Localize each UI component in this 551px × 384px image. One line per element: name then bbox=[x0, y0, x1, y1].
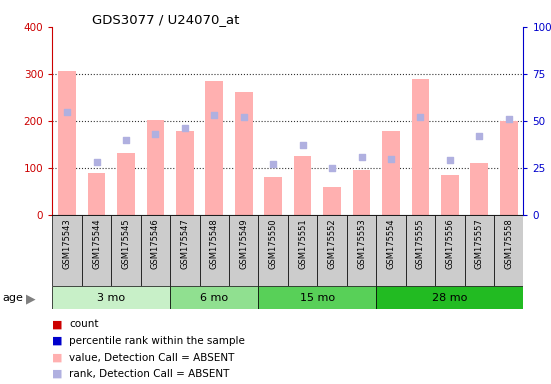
Point bbox=[210, 112, 219, 118]
Text: GSM175548: GSM175548 bbox=[210, 218, 219, 269]
Point bbox=[122, 137, 131, 143]
Bar bbox=[206, 81, 223, 215]
Text: GSM175556: GSM175556 bbox=[445, 218, 455, 269]
Point bbox=[92, 159, 101, 166]
Text: GSM175558: GSM175558 bbox=[504, 218, 513, 269]
Bar bbox=[88, 173, 105, 215]
Bar bbox=[52, 215, 82, 286]
Bar bbox=[235, 92, 252, 215]
Point bbox=[151, 131, 160, 137]
Bar bbox=[229, 215, 258, 286]
Point bbox=[63, 109, 72, 115]
Bar bbox=[264, 177, 282, 215]
Point bbox=[504, 116, 513, 122]
Text: GSM175550: GSM175550 bbox=[269, 218, 278, 269]
Text: GSM175554: GSM175554 bbox=[386, 218, 396, 269]
Bar bbox=[52, 286, 170, 309]
Bar bbox=[376, 286, 523, 309]
Point bbox=[475, 133, 484, 139]
Bar bbox=[170, 215, 199, 286]
Point bbox=[357, 154, 366, 160]
Point bbox=[445, 157, 454, 164]
Bar bbox=[382, 131, 400, 215]
Text: GSM175557: GSM175557 bbox=[475, 218, 484, 269]
Point bbox=[328, 165, 337, 171]
Bar bbox=[170, 286, 258, 309]
Point bbox=[387, 156, 396, 162]
Bar bbox=[117, 153, 135, 215]
Text: GSM175544: GSM175544 bbox=[92, 218, 101, 269]
Text: GSM175552: GSM175552 bbox=[327, 218, 337, 269]
Text: value, Detection Call = ABSENT: value, Detection Call = ABSENT bbox=[69, 353, 234, 362]
Bar bbox=[199, 215, 229, 286]
Point bbox=[416, 114, 425, 120]
Point bbox=[239, 114, 248, 120]
Bar bbox=[494, 215, 523, 286]
Bar bbox=[58, 71, 76, 215]
Bar bbox=[376, 215, 406, 286]
Text: GSM175543: GSM175543 bbox=[63, 218, 72, 269]
Text: GSM175555: GSM175555 bbox=[416, 218, 425, 269]
Bar bbox=[141, 215, 170, 286]
Text: count: count bbox=[69, 319, 99, 329]
Text: ■: ■ bbox=[52, 353, 63, 362]
Bar bbox=[435, 215, 464, 286]
Text: 3 mo: 3 mo bbox=[97, 293, 125, 303]
Bar bbox=[471, 163, 488, 215]
Text: ■: ■ bbox=[52, 336, 63, 346]
Text: GDS3077 / U24070_at: GDS3077 / U24070_at bbox=[91, 13, 239, 26]
Bar bbox=[147, 120, 164, 215]
Bar bbox=[406, 215, 435, 286]
Text: 6 mo: 6 mo bbox=[200, 293, 228, 303]
Text: age: age bbox=[3, 293, 24, 303]
Text: 28 mo: 28 mo bbox=[432, 293, 468, 303]
Point bbox=[269, 161, 278, 167]
Bar bbox=[347, 215, 376, 286]
Text: GSM175549: GSM175549 bbox=[239, 218, 249, 269]
Text: 15 mo: 15 mo bbox=[300, 293, 335, 303]
Text: rank, Detection Call = ABSENT: rank, Detection Call = ABSENT bbox=[69, 369, 229, 379]
Text: ■: ■ bbox=[52, 319, 63, 329]
Bar bbox=[317, 215, 347, 286]
Bar bbox=[176, 131, 193, 215]
Text: GSM175547: GSM175547 bbox=[180, 218, 190, 269]
Bar bbox=[500, 121, 517, 215]
Bar bbox=[258, 286, 376, 309]
Bar bbox=[353, 170, 370, 215]
Text: ■: ■ bbox=[52, 369, 63, 379]
Bar bbox=[323, 187, 341, 215]
Bar bbox=[288, 215, 317, 286]
Bar bbox=[111, 215, 141, 286]
Text: GSM175553: GSM175553 bbox=[357, 218, 366, 269]
Bar bbox=[294, 156, 311, 215]
Bar bbox=[464, 215, 494, 286]
Bar bbox=[82, 215, 111, 286]
Bar bbox=[258, 215, 288, 286]
Text: percentile rank within the sample: percentile rank within the sample bbox=[69, 336, 245, 346]
Bar bbox=[441, 175, 458, 215]
Text: GSM175545: GSM175545 bbox=[121, 218, 131, 269]
Point bbox=[180, 126, 189, 132]
Text: GSM175546: GSM175546 bbox=[151, 218, 160, 269]
Point bbox=[298, 142, 307, 149]
Bar bbox=[412, 79, 429, 215]
Text: ▶: ▶ bbox=[26, 292, 36, 305]
Text: GSM175551: GSM175551 bbox=[298, 218, 307, 269]
